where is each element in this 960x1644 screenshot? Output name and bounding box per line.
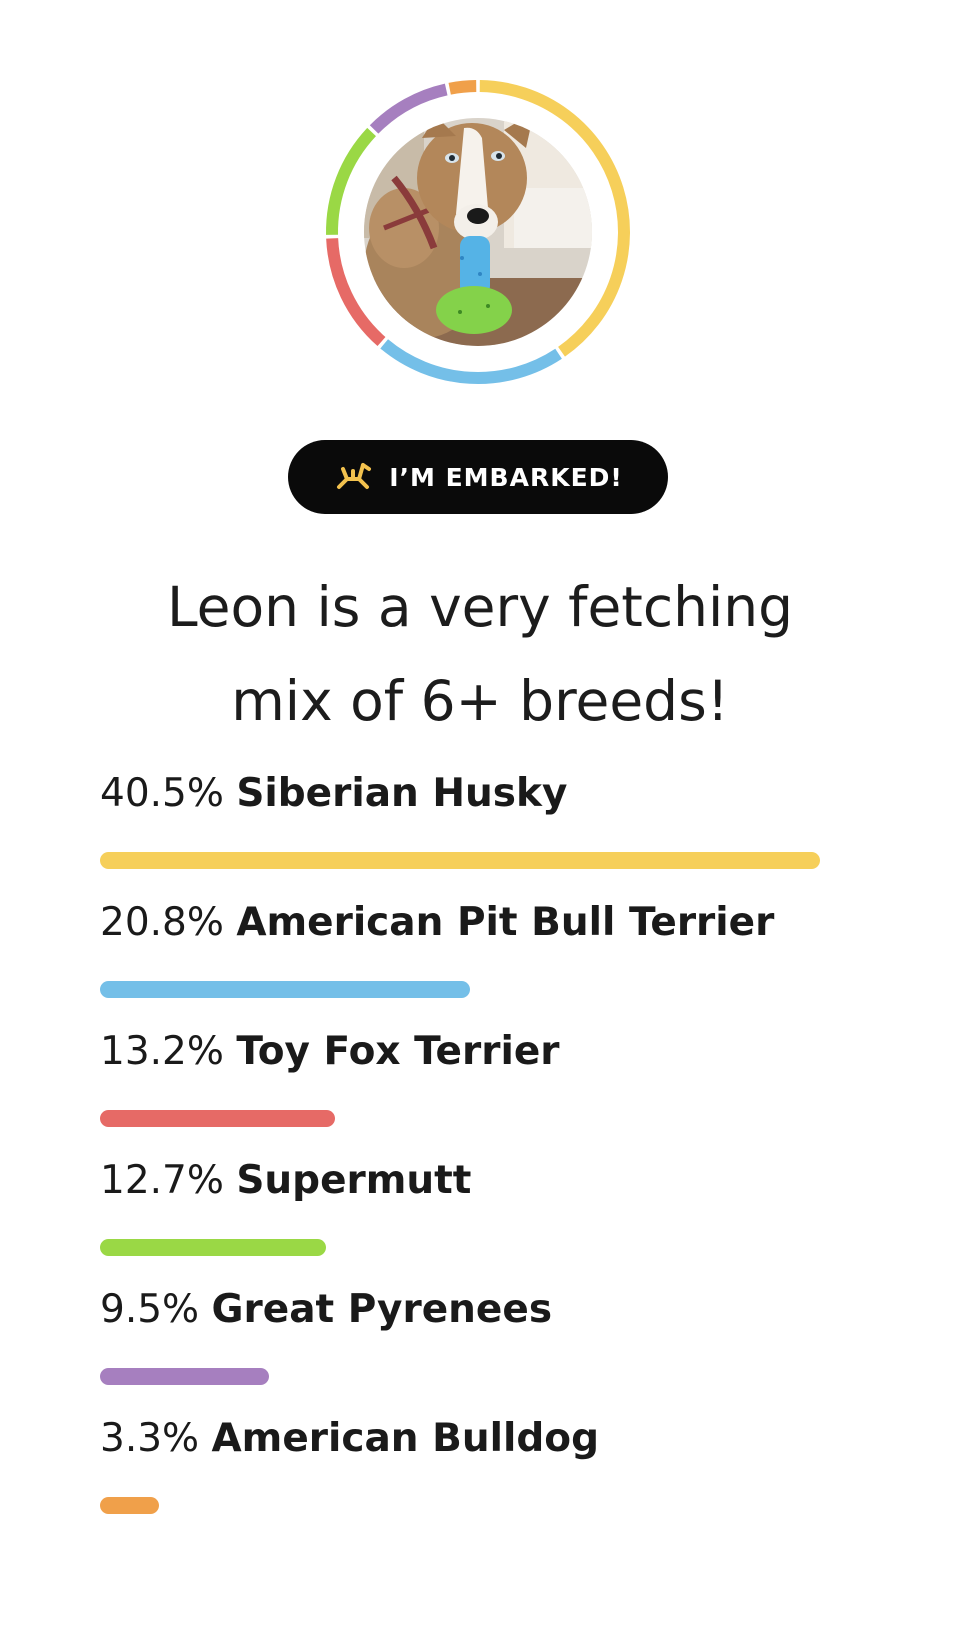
breed-row-siberian-husky: 40.5% Siberian Husky: [100, 770, 880, 880]
breed-bar: [100, 1497, 159, 1514]
headline-line-1: Leon is a very fetching: [166, 575, 794, 639]
breed-bar-track: [100, 981, 860, 998]
breed-name: Toy Fox Terrier: [236, 1029, 560, 1074]
breed-row-supermutt: 12.7% Supermutt: [100, 1157, 880, 1267]
embark-dog-logo-icon: [337, 463, 372, 489]
breed-percent: 12.7%: [100, 1158, 224, 1203]
breed-name: American Bulldog: [211, 1416, 600, 1461]
ring-segment-supermutt: [326, 127, 377, 235]
breed-row-american-bulldog: 3.3% American Bulldog: [100, 1415, 880, 1525]
breed-percent: 3.3%: [100, 1416, 200, 1461]
breed-bar-track: [100, 852, 860, 869]
ring-segment-great-pyrenees: [369, 83, 448, 134]
breed-bar-track: [100, 1368, 860, 1385]
embarked-badge: I’M EMBARKED!: [288, 440, 668, 514]
breed-mix-headline: Leon is a very fetching mix of 6+ breeds…: [60, 560, 900, 748]
ring-segment-toy-fox-terrier: [326, 238, 386, 347]
breed-row-toy-fox-terrier: 13.2% Toy Fox Terrier: [100, 1028, 880, 1138]
breed-ring-hero: [0, 72, 960, 392]
breed-row-american-pit-bull-terrier: 20.8% American Pit Bull Terrier: [100, 899, 880, 1009]
headline-line-2: mix of 6+ breeds!: [231, 669, 729, 733]
breed-name: Great Pyrenees: [211, 1287, 553, 1332]
breed-ring-chart: [326, 80, 630, 384]
breed-bar: [100, 1110, 335, 1127]
breed-name: Siberian Husky: [236, 771, 568, 816]
breed-bar: [100, 1239, 326, 1256]
breed-bar-track: [100, 1239, 860, 1256]
breed-name: American Pit Bull Terrier: [236, 900, 775, 945]
breed-name: Supermutt: [236, 1158, 472, 1203]
dog-photo: [364, 118, 592, 346]
breed-row-great-pyrenees: 9.5% Great Pyrenees: [100, 1286, 880, 1396]
ring-segment-american-pit-bull-terrier: [380, 339, 562, 384]
breed-percent: 13.2%: [100, 1029, 224, 1074]
embarked-badge-label: I’M EMBARKED!: [389, 462, 623, 492]
ring-segment-american-bulldog: [448, 80, 477, 95]
breed-percent: 9.5%: [100, 1287, 200, 1332]
breed-percent: 40.5%: [100, 771, 224, 816]
breed-bar-track: [100, 1497, 860, 1514]
breed-bar: [100, 1368, 269, 1385]
breed-bar: [100, 852, 820, 869]
breed-bar: [100, 981, 470, 998]
breed-bar-track: [100, 1110, 860, 1127]
ring-segment-siberian-husky: [479, 80, 630, 357]
breed-percent: 20.8%: [100, 900, 224, 945]
